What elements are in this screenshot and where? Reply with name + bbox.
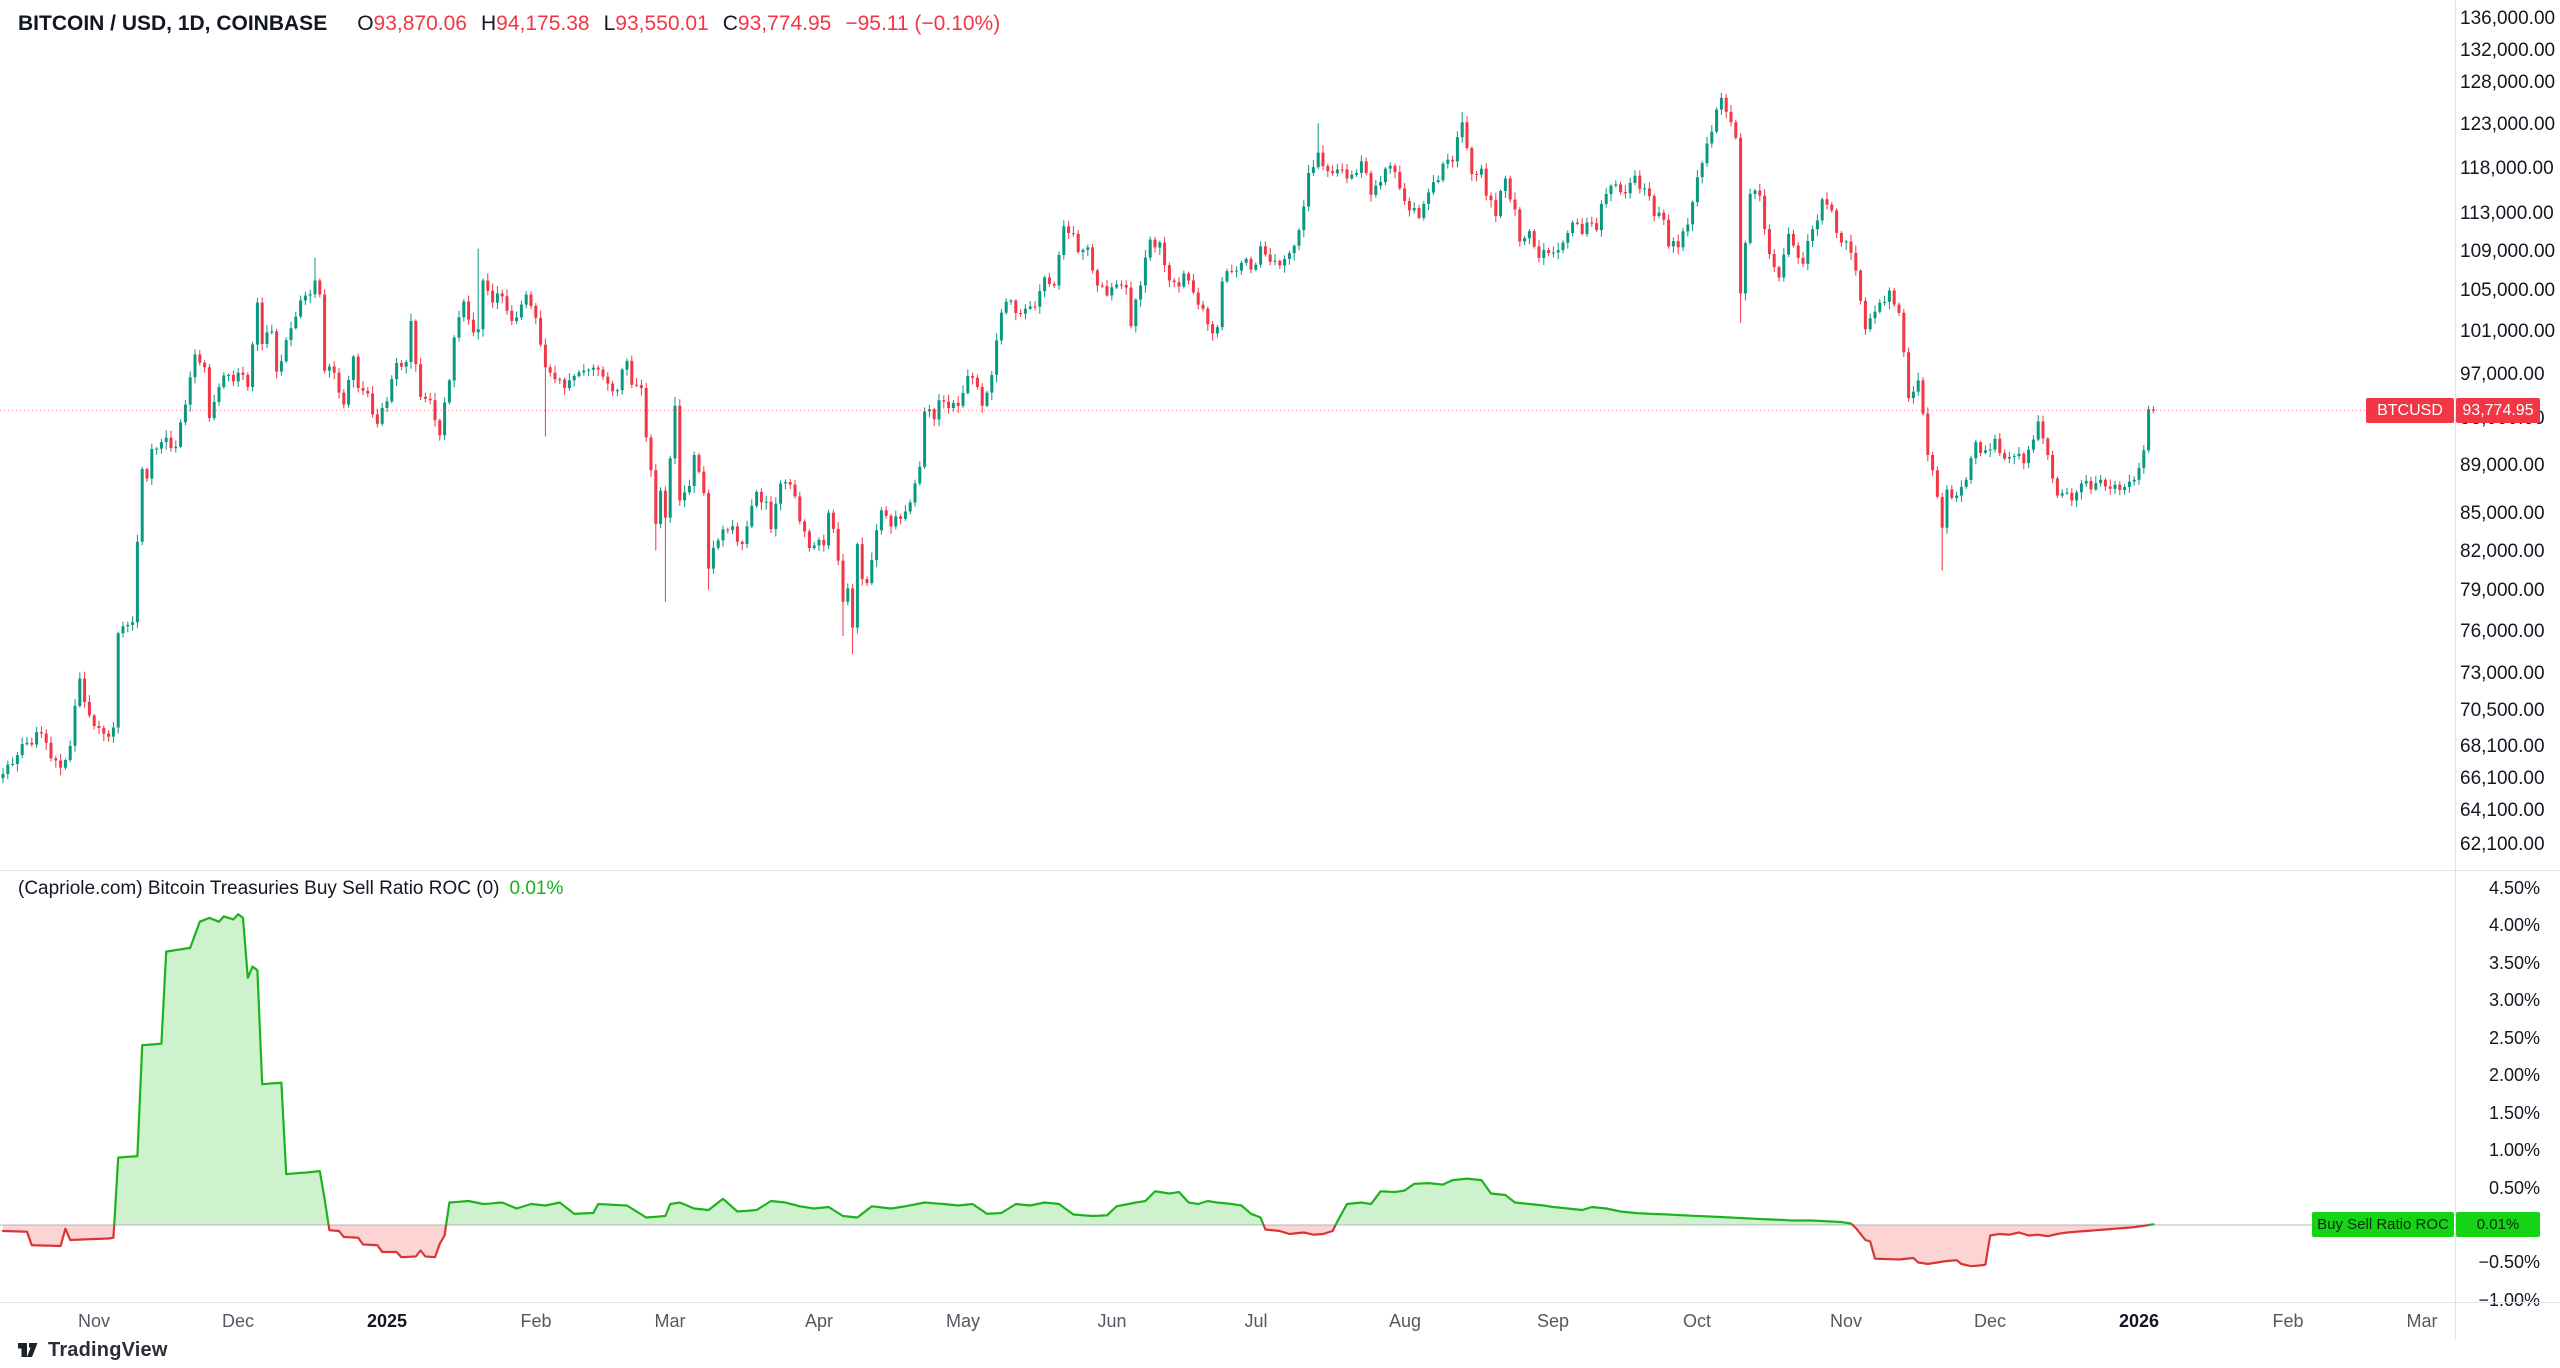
time-axis-month-label: Jun [1097,1311,1127,1331]
price-axis-separator [2455,0,2456,1340]
symbol-legend: BITCOIN / USD, 1D, COINBASE O93,870.06 H94… [18,12,1000,36]
symbol-title[interactable]: BITCOIN / USD, 1D, COINBASE [18,12,328,35]
time-axis-month-label: Feb [520,1311,552,1331]
open-value: 93,870.06 [373,12,467,35]
price-tick-label: 97,000.00 [2460,364,2545,385]
price-tick-label: 109,000.00 [2460,241,2556,262]
open-label: O [357,12,374,35]
time-axis-month-label: Nov [77,1311,110,1331]
time-axis-year-label: 2025 [366,1311,408,1331]
high-value: 94,175.38 [496,12,590,35]
price-tag-value: 93,774.95 [2456,398,2540,423]
time-axis-month-label: Nov [1829,1311,1862,1331]
time-axis-month-label: Oct [1682,1311,1711,1331]
time-axis-month-label: May [945,1311,980,1331]
change-value: −95.11 (−0.10%) [845,12,1001,35]
price-tick-label: 76,000.00 [2460,621,2545,642]
indicator-tick-label: 2.00% [2488,1065,2540,1085]
low-value: 93,550.01 [615,12,709,35]
indicator-tick-label: 4.50% [2488,878,2540,898]
indicator-tick-label: 3.50% [2488,953,2540,973]
price-tick-label: 118,000.00 [2460,158,2554,179]
price-tick-label: 101,000.00 [2460,321,2556,342]
indicator-tick-label: 4.00% [2488,915,2540,935]
price-tick-label: 113,000.00 [2460,203,2554,224]
price-tick-label: 85,000.00 [2460,503,2545,524]
price-tick-label: 105,000.00 [2460,280,2556,301]
price-tick-label: 70,500.00 [2460,700,2545,721]
indicator-title[interactable]: (Capriole.com) Bitcoin Treasuries Buy Se… [18,878,500,899]
time-axis-month-label: Dec [221,1311,254,1331]
price-tick-label: 66,100.00 [2460,768,2545,789]
time-axis-month-label: Aug [1388,1311,1422,1331]
indicator-tick-label: 1.00% [2488,1140,2540,1160]
price-tick-label: 79,000.00 [2460,580,2545,601]
price-pane-canvas[interactable] [0,0,2455,870]
close-value: 93,774.95 [737,12,832,35]
indicator-tag-label: Buy Sell Ratio ROC [2312,1212,2454,1237]
indicator-tick-label: 0.50% [2488,1178,2540,1198]
tradingview-logo-text: TradingView [48,1338,168,1361]
high-label: H [480,12,497,35]
indicator-tick-label: 3.00% [2488,990,2540,1010]
indicator-last-value: 0.01% [509,878,564,899]
price-tick-label: 132,000.00 [2460,40,2556,61]
indicator-tick-label: 2.50% [2488,1028,2540,1048]
price-tag-symbol: BTCUSD [2366,398,2454,423]
tradingview-logo[interactable]: TradingView [16,1338,168,1362]
indicator-pane-canvas[interactable] [0,870,2455,1302]
price-tick-label: 123,000.00 [2460,114,2556,135]
low-label: L [603,12,616,35]
price-tick-label: 73,000.00 [2460,663,2545,684]
time-axis-year-label: 2026 [2118,1311,2160,1331]
pane-separator[interactable] [0,870,2560,871]
time-axis-month-label: Sep [1536,1311,1570,1331]
indicator-tick-label: −1.00% [2478,1290,2540,1310]
price-tick-label: 128,000.00 [2460,72,2556,93]
time-axis-month-label: Mar [654,1311,686,1331]
price-tick-label: 68,100.00 [2460,736,2545,757]
time-axis-separator [0,1302,2560,1303]
time-axis-month-label: Feb [2272,1311,2304,1331]
indicator-tick-label: −0.50% [2478,1252,2540,1272]
time-axis-month-label: Jul [1244,1311,1268,1331]
indicator-legend: (Capriole.com) Bitcoin Treasuries Buy Se… [18,878,563,900]
price-tick-label: 64,100.00 [2460,800,2545,821]
time-axis-month-label: Apr [804,1311,833,1331]
time-axis-month-label: Mar [2406,1311,2438,1331]
time-axis-month-label: Dec [1973,1311,2006,1331]
price-tick-label: 82,000.00 [2460,541,2545,562]
tradingview-logo-icon [18,1343,38,1357]
price-tick-label: 89,000.00 [2460,455,2545,476]
close-label: C [722,12,738,35]
indicator-tag-value: 0.01% [2456,1212,2540,1237]
indicator-tick-label: 1.50% [2488,1103,2540,1123]
price-tick-label: 62,100.00 [2460,834,2545,855]
price-tick-label: 136,000.00 [2460,8,2556,29]
